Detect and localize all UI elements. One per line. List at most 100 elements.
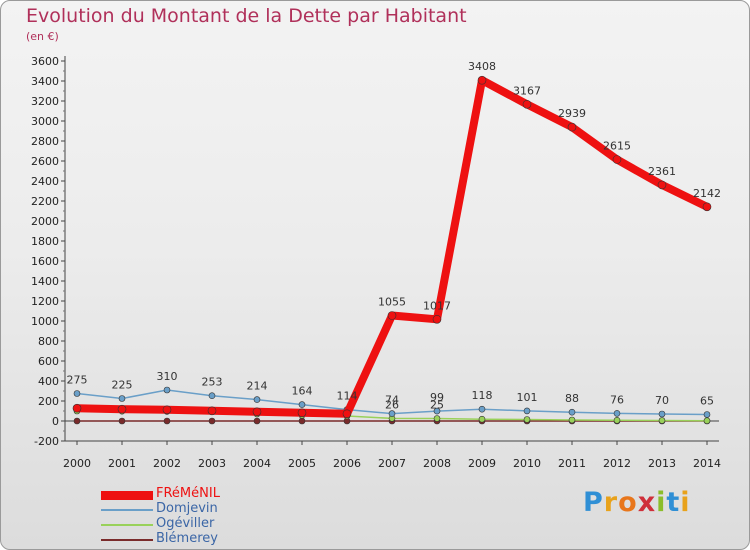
y-tick-label: 2200	[31, 195, 59, 208]
y-tick-label: 3400	[31, 75, 59, 88]
data-point	[208, 392, 216, 400]
data-label: 101	[517, 391, 538, 404]
data-point	[73, 417, 81, 425]
logo-letter: i	[680, 487, 691, 518]
x-tick-label: 2006	[333, 457, 361, 470]
data-label: 76	[610, 393, 624, 406]
data-point	[703, 417, 711, 425]
data-point	[253, 417, 261, 425]
y-tick-label: 2000	[31, 215, 59, 228]
data-point	[297, 408, 307, 418]
x-tick-label: 2000	[63, 457, 91, 470]
legend-item: Domjevin	[101, 501, 261, 517]
data-label: 114	[337, 390, 358, 403]
data-label: 2142	[693, 187, 721, 200]
data-point	[298, 401, 306, 408]
data-label: 65	[700, 395, 714, 408]
y-tick-label: 200	[38, 395, 59, 408]
x-tick-label: 2011	[558, 457, 586, 470]
y-tick-label: 2800	[31, 135, 59, 148]
legend-label: Ogéviller	[156, 516, 215, 531]
chart-title: Evolution du Montant de la Dette par Hab…	[26, 5, 467, 27]
x-tick-label: 2004	[243, 457, 271, 470]
legend-item: FRéMéNIL	[101, 486, 261, 502]
data-label: 2361	[648, 165, 676, 178]
proxiti-logo: Proxiti	[583, 487, 691, 518]
data-label: 118	[472, 389, 493, 402]
data-point	[432, 314, 442, 324]
data-point	[207, 406, 217, 416]
y-tick-label: 2400	[31, 175, 59, 188]
legend-swatch	[101, 490, 153, 500]
legend-item: Blémerey	[101, 531, 261, 547]
data-point	[163, 417, 171, 425]
data-point	[208, 417, 216, 425]
data-point	[478, 405, 486, 413]
chart-unit-label: (en €)	[26, 30, 59, 43]
data-point	[522, 100, 532, 109]
data-label: 2939	[558, 107, 586, 120]
data-label: 164	[292, 385, 313, 398]
legend-label: Domjevin	[156, 501, 218, 516]
data-label: 70	[655, 394, 669, 407]
data-point	[433, 407, 441, 415]
x-tick-label: 2002	[153, 457, 181, 470]
data-point	[613, 416, 621, 424]
data-label: 99	[430, 391, 444, 404]
legend-swatch	[101, 539, 153, 541]
data-point	[523, 407, 531, 415]
data-label: 2615	[603, 140, 631, 153]
data-point	[658, 417, 666, 424]
data-point	[658, 410, 666, 418]
data-label: 214	[247, 380, 268, 393]
y-tick-label: 1600	[31, 255, 59, 268]
data-point	[387, 311, 397, 320]
data-point	[163, 386, 171, 394]
data-point	[612, 155, 622, 164]
data-label: 310	[157, 370, 178, 383]
data-point	[703, 411, 711, 418]
data-point	[342, 409, 352, 419]
chart-legend: FRéMéNIL Domjevin Ogéviller Blémerey	[101, 486, 261, 547]
y-tick-label: -200	[34, 435, 59, 448]
data-label: 1055	[378, 296, 406, 309]
data-point	[118, 417, 126, 425]
x-tick-label: 2005	[288, 457, 316, 470]
logo-letter: o	[618, 487, 638, 518]
data-label: 225	[112, 379, 133, 392]
data-point	[523, 416, 531, 423]
legend-item: Ogéviller	[101, 516, 261, 532]
data-label: 3408	[468, 60, 496, 73]
x-tick-label: 2009	[468, 457, 496, 470]
data-point	[568, 416, 576, 424]
y-tick-label: 3600	[31, 55, 59, 68]
data-point	[567, 122, 577, 132]
data-point	[702, 202, 712, 212]
data-point	[298, 417, 306, 425]
data-point	[118, 395, 126, 402]
legend-label: FRéMéNIL	[156, 486, 220, 501]
y-tick-label: 1200	[31, 295, 59, 308]
chart-data-labels: 1055 1017 3408 3167 2939 2615 2361 2142 275 225 31…	[67, 60, 722, 411]
x-tick-label: 2010	[513, 457, 541, 470]
x-tick-label: 2013	[648, 457, 676, 470]
y-tick-label: 3000	[31, 115, 59, 128]
legend-swatch	[101, 524, 153, 526]
data-label: 253	[202, 376, 223, 389]
data-point	[117, 404, 127, 414]
legend-label: Blémerey	[156, 531, 218, 546]
data-point	[162, 405, 172, 415]
y-tick-label: 1400	[31, 275, 59, 288]
data-point	[657, 180, 667, 190]
data-point	[478, 415, 486, 423]
y-tick-label: 1800	[31, 235, 59, 248]
x-tick-label: 2007	[378, 457, 406, 470]
data-label: 1017	[423, 299, 451, 312]
data-label: 74	[385, 394, 399, 407]
data-point	[613, 410, 621, 417]
logo-letter: P	[583, 487, 604, 518]
data-point	[253, 396, 261, 403]
logo-letter: i	[656, 487, 667, 518]
